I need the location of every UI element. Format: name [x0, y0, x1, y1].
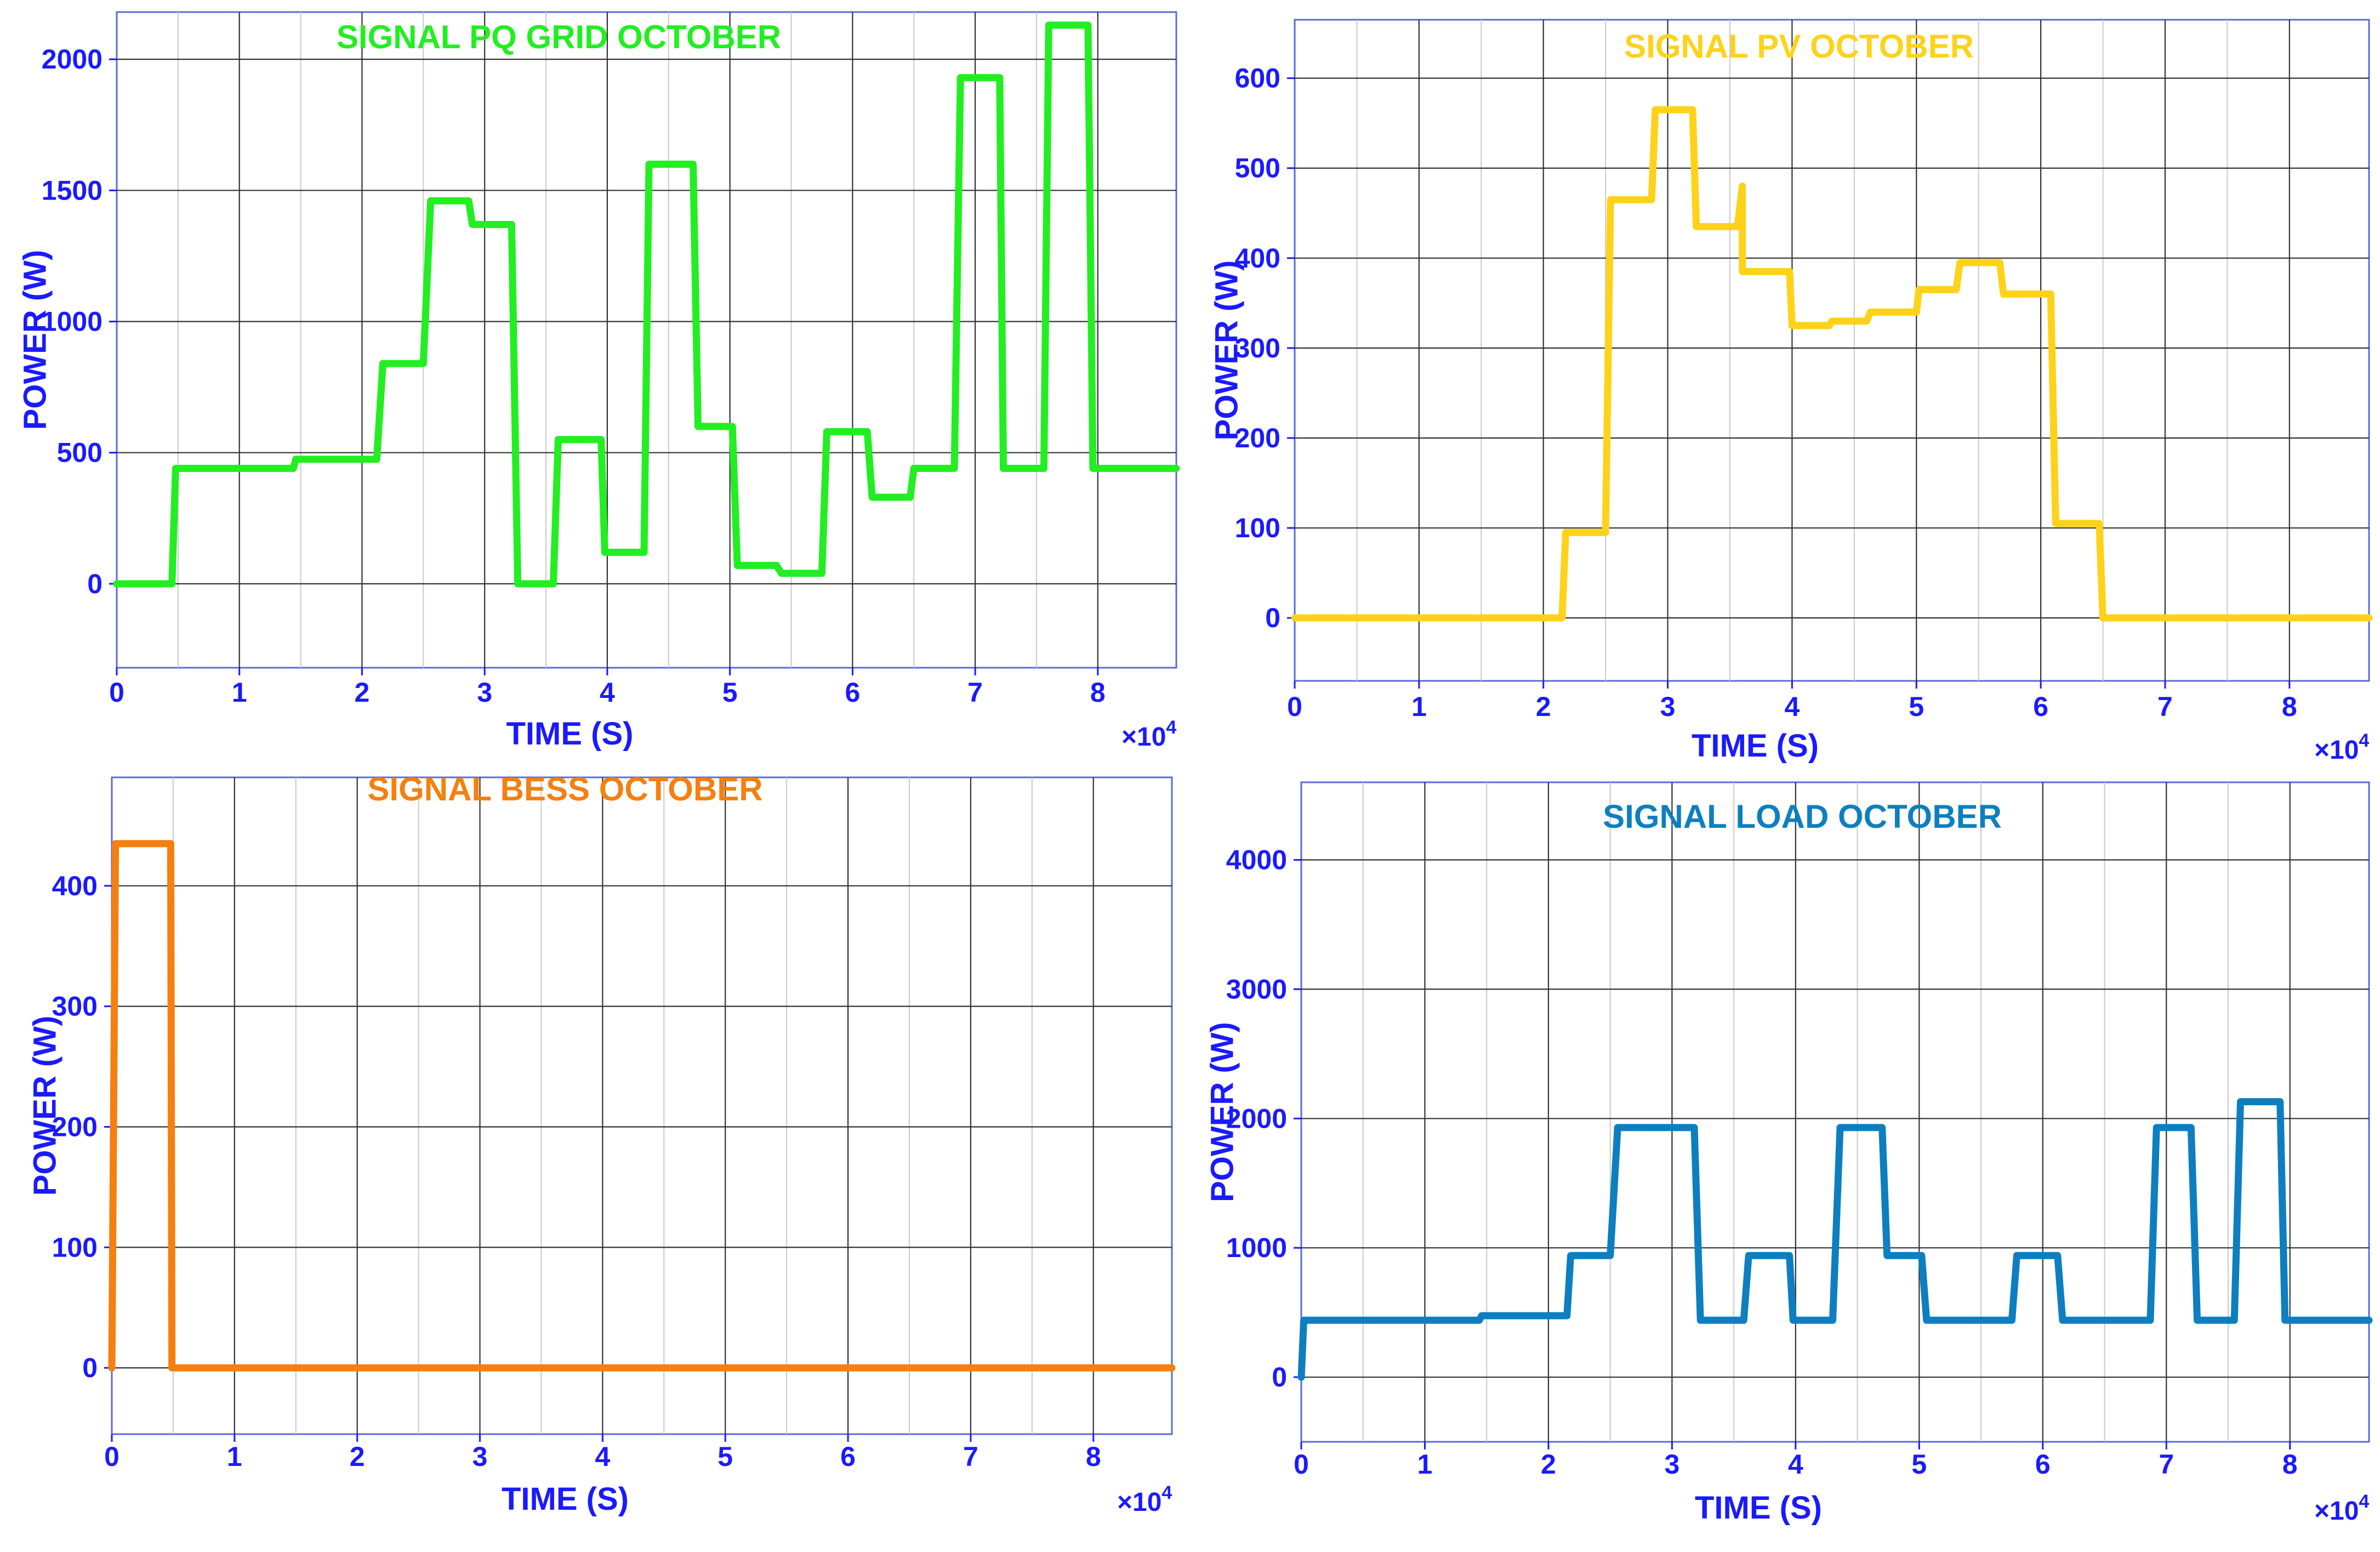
x-tick-label: 1: [227, 1441, 242, 1472]
x-tick-label: 6: [840, 1441, 856, 1472]
x-tick-label: 7: [2159, 1449, 2174, 1480]
x-axis-label: TIME (S): [1695, 1490, 1822, 1526]
y-tick-label: 1500: [42, 175, 103, 206]
y-tick-label: 300: [52, 991, 98, 1022]
x-tick-label: 3: [1664, 1449, 1679, 1480]
y-tick-label: 400: [1235, 243, 1280, 274]
x-tick-label: 4: [595, 1441, 610, 1472]
series-line: [1297, 1098, 2373, 1381]
x-axis-label: TIME (S): [506, 716, 634, 752]
x-tick-label: 5: [1909, 691, 1924, 722]
x-tick-label: 8: [1086, 1441, 1101, 1472]
x-tick-label: 0: [104, 1441, 119, 1472]
y-tick-label: 1000: [1226, 1232, 1287, 1263]
y-axis-label: POWER (W): [1209, 260, 1245, 441]
x-axis-label: TIME (S): [1692, 728, 1819, 764]
series-line: [1291, 106, 2373, 622]
x-tick-label: 2: [350, 1441, 365, 1472]
x-tick-label: 8: [1090, 677, 1106, 708]
series-line: [113, 21, 1180, 588]
x-tick-label: 1: [232, 677, 247, 708]
y-tick-label: 0: [1272, 1362, 1287, 1392]
chart-panel-1: 0 1 2 3 4 5 6 7 8 0 500 1000 1500 2000 SIGNAL PQ GRID …: [18, 11, 1180, 752]
x-exponent-label: ×104: [1117, 1482, 1172, 1517]
plot-area: [111, 776, 1173, 1435]
x-tick-label: 3: [477, 677, 492, 708]
x-tick-label: 6: [2035, 1449, 2051, 1480]
x-tick-label: 8: [2282, 691, 2297, 722]
chart-title: SIGNAL PV OCTOBER: [1624, 28, 1974, 65]
x-tick-label: 2: [1536, 691, 1551, 722]
y-tick-label: 2000: [42, 44, 103, 75]
x-tick-label: 1: [1417, 1449, 1433, 1480]
x-tick-label: 6: [2033, 691, 2048, 722]
y-tick-label: 100: [1235, 513, 1280, 543]
y-tick-label: 200: [1235, 423, 1280, 453]
plot-area: [1294, 19, 2370, 682]
x-tick-label: 5: [1911, 1449, 1927, 1480]
series-line: [108, 840, 1176, 1372]
y-tick-label: 0: [87, 569, 103, 599]
y-tick-label: 500: [1235, 153, 1280, 184]
x-exponent-label: ×104: [2314, 1491, 2369, 1526]
x-exponent-label: ×104: [1121, 717, 1176, 752]
chart-title: SIGNAL BESS OCTOBER: [367, 771, 762, 808]
x-tick-label: 4: [1785, 691, 1800, 722]
x-tick-label: 4: [600, 677, 615, 708]
y-tick-label: 500: [57, 437, 103, 468]
chart-title: SIGNAL PQ GRID OCTOBER: [337, 19, 781, 55]
x-tick-label: 3: [1660, 691, 1676, 722]
y-tick-label: 2000: [1226, 1103, 1287, 1134]
y-tick-label: 3000: [1226, 974, 1287, 1004]
x-tick-label: 1: [1411, 691, 1427, 722]
chart-title: SIGNAL LOAD OCTOBER: [1603, 798, 2002, 835]
x-tick-label: 0: [109, 677, 124, 708]
x-exponent-label: ×104: [2314, 730, 2369, 765]
x-tick-label: 2: [1541, 1449, 1556, 1480]
y-tick-label: 4000: [1226, 845, 1287, 876]
y-tick-label: 600: [1235, 63, 1280, 94]
x-tick-label: 7: [2157, 691, 2173, 722]
x-tick-label: 4: [1788, 1449, 1803, 1480]
y-tick-label: 0: [1265, 602, 1280, 633]
x-tick-label: 3: [472, 1441, 488, 1472]
chart-panel-2: 0 1 2 3 4 5 6 7 8 0 100 200 300 400 500 600 SIGNAL PV OC…: [1209, 19, 2373, 765]
chart-panel-3: 0 1 2 3 4 5 6 7 8 0 100 200 300 400 SIGNAL BESS OCTOBE…: [27, 771, 1176, 1517]
y-tick-label: 400: [52, 871, 98, 901]
x-tick-label: 2: [355, 677, 370, 708]
y-tick-label: 300: [1235, 333, 1280, 363]
y-axis-label: POWER (W): [27, 1016, 63, 1196]
y-axis-label: POWER (W): [1205, 1022, 1240, 1202]
plot-area: [1300, 781, 2370, 1443]
y-tick-label: 200: [52, 1111, 98, 1142]
x-tick-label: 0: [1287, 691, 1302, 722]
x-tick-label: 6: [845, 677, 860, 708]
x-tick-label: 7: [963, 1441, 978, 1472]
y-tick-label: 100: [52, 1232, 98, 1263]
y-tick-label: 1000: [42, 306, 103, 337]
x-tick-label: 0: [1294, 1449, 1309, 1480]
x-axis-label: TIME (S): [502, 1481, 629, 1517]
x-tick-label: 7: [967, 677, 983, 708]
chart-panel-4: 0 1 2 3 4 5 6 7 8 0 1000 2000 3000 4000 SIGNAL LOAD OC…: [1205, 781, 2373, 1526]
y-tick-label: 0: [82, 1352, 98, 1383]
y-axis-label: POWER (W): [18, 250, 53, 430]
x-tick-label: 5: [722, 677, 738, 708]
x-tick-label: 5: [718, 1441, 733, 1472]
x-tick-label: 8: [2282, 1449, 2298, 1480]
